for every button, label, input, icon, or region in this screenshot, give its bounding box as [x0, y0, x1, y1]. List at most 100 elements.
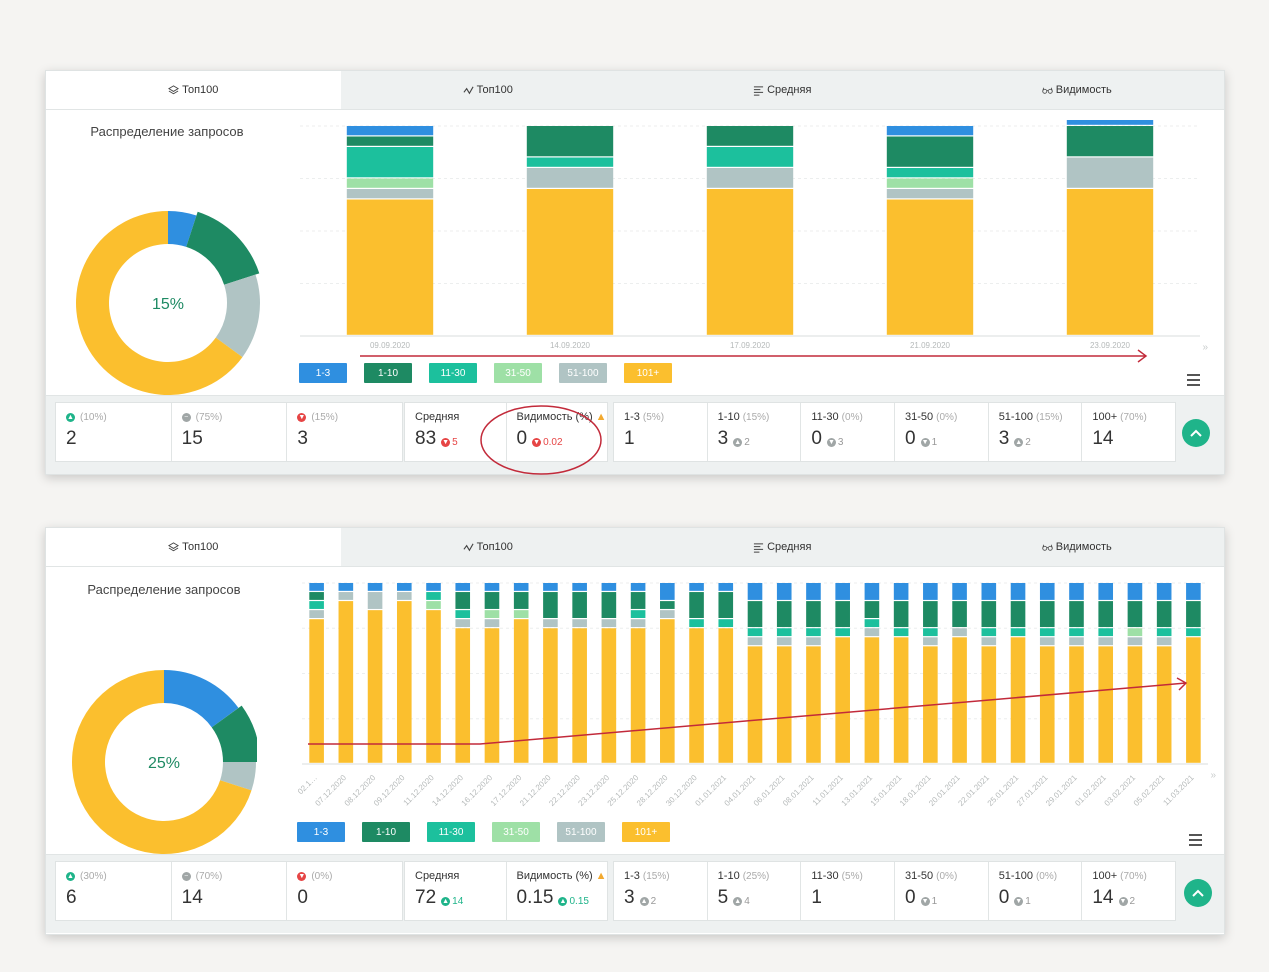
bar-segment-51-100[interactable] [601, 619, 617, 628]
bar-segment-51-100[interactable] [1156, 637, 1172, 646]
bar-segment-1-3[interactable] [346, 126, 434, 136]
bar-segment-51-100[interactable] [309, 610, 324, 618]
bar-segment-1-3[interactable] [309, 583, 324, 591]
bar-segment-1-3[interactable] [543, 583, 558, 591]
bar-segment-101+[interactable] [981, 646, 997, 763]
bar-segment-101+[interactable] [952, 637, 967, 763]
bar-segment-1-10[interactable] [1156, 601, 1172, 628]
bar-segment-101+[interactable] [1010, 637, 1026, 763]
bar-segment-101+[interactable] [1039, 646, 1055, 763]
bar-segment-101+[interactable] [455, 628, 471, 763]
tab-top100-trend[interactable]: Топ100 [341, 528, 636, 566]
bar-segment-1-10[interactable] [776, 601, 792, 628]
bar-segment-101+[interactable] [1186, 637, 1201, 763]
bar-segment-1-3[interactable] [1186, 583, 1201, 600]
legend-item-31-50[interactable]: 31-50 [492, 822, 540, 842]
bar-segment-11-30[interactable] [1039, 628, 1055, 637]
bar-segment-1-3[interactable] [338, 583, 354, 591]
bar-segment-51-100[interactable] [455, 619, 471, 628]
tab-average[interactable]: Средняя [635, 71, 930, 109]
tab-visibility[interactable]: Видимость [930, 528, 1225, 566]
bar-segment-101+[interactable] [1066, 189, 1154, 335]
bar-segment-31-50[interactable] [1127, 628, 1143, 637]
bar-segment-51-100[interactable] [1127, 637, 1143, 646]
bar-segment-1-10[interactable] [718, 592, 734, 618]
bar-segment-1-3[interactable] [455, 583, 471, 591]
bar-segment-1-10[interactable] [1098, 601, 1114, 628]
bar-segment-11-30[interactable] [630, 610, 646, 618]
bar-segment-1-10[interactable] [601, 592, 617, 618]
legend-item-1-10[interactable]: 1-10 [364, 363, 412, 383]
bar-segment-101+[interactable] [806, 646, 821, 763]
bar-segment-1-10[interactable] [572, 592, 587, 618]
tab-top100-distribution[interactable]: Топ100 [46, 528, 341, 566]
bar-segment-11-30[interactable] [309, 601, 324, 609]
bar-segment-51-100[interactable] [981, 637, 997, 646]
bar-segment-1-10[interactable] [543, 592, 558, 618]
bar-segment-1-3[interactable] [893, 583, 909, 600]
donut-slice[interactable] [211, 705, 257, 762]
bar-segment-101+[interactable] [835, 637, 850, 763]
bar-segment-101+[interactable] [367, 610, 383, 763]
bar-segment-11-30[interactable] [455, 610, 471, 618]
bar-segment-1-3[interactable] [806, 583, 821, 600]
bar-segment-1-10[interactable] [1066, 126, 1154, 157]
bar-segment-51-100[interactable] [526, 168, 614, 188]
bar-segment-1-10[interactable] [630, 592, 646, 609]
bar-segment-1-10[interactable] [952, 601, 967, 628]
bar-segment-1-10[interactable] [835, 601, 850, 628]
bar-segment-1-10[interactable] [1069, 601, 1084, 628]
bar-segment-101+[interactable] [309, 619, 324, 763]
bar-segment-51-100[interactable] [1098, 637, 1114, 646]
bar-segment-1-3[interactable] [835, 583, 850, 600]
bar-segment-11-30[interactable] [718, 619, 734, 628]
bar-segment-101+[interactable] [923, 646, 938, 763]
bar-segment-51-100[interactable] [706, 168, 794, 188]
bar-segment-1-10[interactable] [526, 126, 614, 157]
bar-segment-1-3[interactable] [886, 126, 974, 136]
bar-segment-11-30[interactable] [806, 628, 821, 637]
bar-segment-11-30[interactable] [706, 147, 794, 167]
bar-segment-1-10[interactable] [1010, 601, 1026, 628]
bar-segment-101+[interactable] [630, 628, 646, 763]
scroll-right-icon[interactable]: » [1202, 342, 1208, 353]
bar-segment-51-100[interactable] [1069, 637, 1084, 646]
legend-item-31-50[interactable]: 31-50 [494, 363, 542, 383]
tab-visibility[interactable]: Видимость [930, 71, 1225, 109]
legend-item-1-3[interactable]: 1-3 [297, 822, 345, 842]
bar-segment-51-100[interactable] [1066, 157, 1154, 188]
bar-segment-101+[interactable] [572, 628, 587, 763]
scroll-right-icon[interactable]: » [1210, 770, 1216, 781]
bar-segment-11-30[interactable] [1069, 628, 1084, 637]
bar-segment-1-3[interactable] [1127, 583, 1143, 600]
bar-segment-101+[interactable] [1127, 646, 1143, 763]
donut-slice[interactable] [186, 211, 260, 285]
bar-segment-11-30[interactable] [1186, 628, 1201, 637]
bar-segment-101+[interactable] [864, 637, 880, 763]
legend-item-1-10[interactable]: 1-10 [362, 822, 410, 842]
donut-slice[interactable] [220, 762, 256, 791]
bar-segment-1-10[interactable] [981, 601, 997, 628]
tab-top100-trend[interactable]: Топ100 [341, 71, 636, 109]
legend-item-101+[interactable]: 101+ [624, 363, 672, 383]
bar-segment-51-100[interactable] [484, 619, 500, 628]
bar-segment-11-30[interactable] [981, 628, 997, 637]
bar-segment-1-3[interactable] [513, 583, 529, 591]
bar-segment-101+[interactable] [660, 619, 675, 763]
bar-segment-1-3[interactable] [1066, 120, 1154, 125]
bar-segment-101+[interactable] [396, 601, 412, 763]
bar-segment-1-10[interactable] [1186, 601, 1201, 628]
bar-segment-31-50[interactable] [513, 610, 529, 618]
legend-item-1-3[interactable]: 1-3 [299, 363, 347, 383]
bar-segment-101+[interactable] [747, 646, 763, 763]
bar-segment-51-100[interactable] [952, 628, 967, 637]
bar-segment-1-10[interactable] [806, 601, 821, 628]
bar-segment-1-3[interactable] [747, 583, 763, 600]
bar-segment-1-3[interactable] [484, 583, 500, 591]
bar-segment-1-3[interactable] [630, 583, 646, 591]
bar-segment-101+[interactable] [718, 628, 734, 763]
bar-segment-11-30[interactable] [689, 619, 704, 628]
donut-slice[interactable] [71, 670, 252, 854]
bar-segment-11-30[interactable] [923, 628, 938, 637]
bar-segment-11-30[interactable] [346, 147, 434, 178]
